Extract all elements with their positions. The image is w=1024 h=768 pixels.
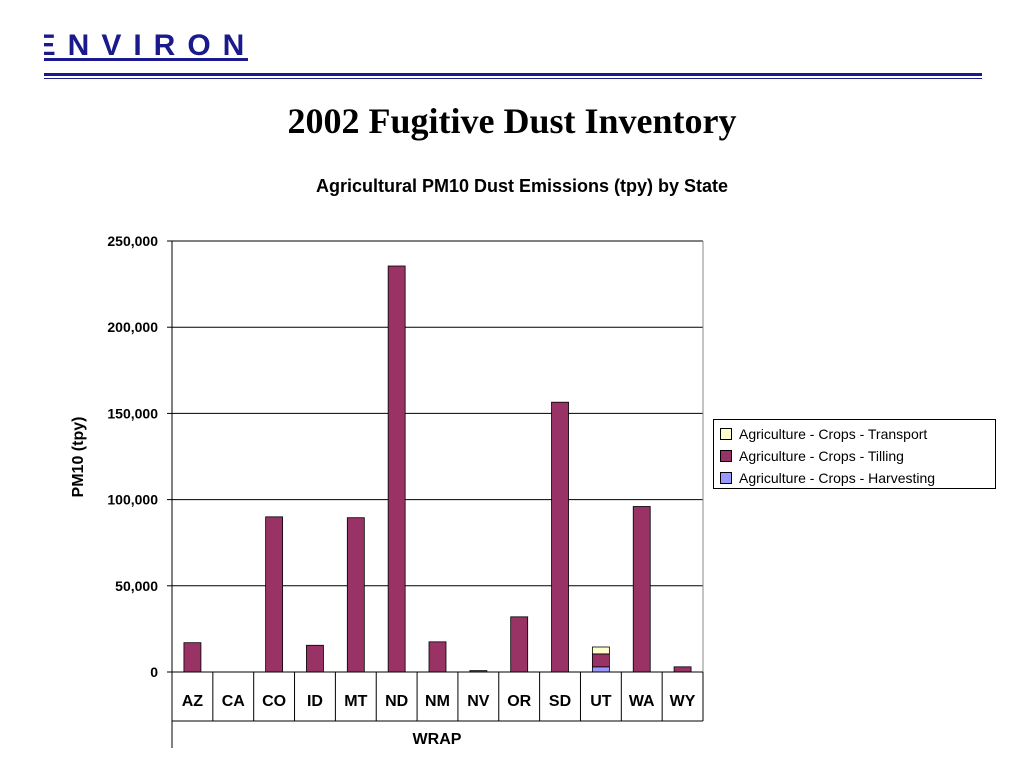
y-tick-label: 200,000 (107, 319, 158, 335)
header-rule-thin (44, 78, 982, 79)
x-category-label: MT (344, 693, 367, 710)
chart-title: Agricultural PM10 Dust Emissions (tpy) b… (315, 176, 729, 196)
x-axis-label: WRAP (413, 731, 462, 748)
bar-az-tilling (183, 642, 202, 673)
legend-swatch (720, 472, 732, 484)
gridlines (172, 240, 703, 587)
bar-nm-tilling (428, 641, 447, 673)
x-category-label: CO (262, 693, 286, 710)
bar-mt-tilling (346, 517, 365, 673)
x-category-label: WY (670, 693, 696, 710)
x-category-label: ND (385, 693, 408, 710)
bar-co-tilling (265, 516, 284, 673)
y-axis-label: PM10 (tpy) (70, 417, 87, 498)
bars (183, 265, 692, 673)
legend-item: Agriculture - Crops - Tilling (720, 445, 989, 467)
bar-nd-tilling (387, 265, 406, 673)
bar-id-tilling (306, 644, 324, 673)
x-category-label: NM (425, 693, 450, 710)
legend-swatch (720, 428, 732, 440)
x-category-label: NV (467, 693, 490, 710)
y-tick-label: 50,000 (115, 578, 158, 594)
x-category-label: SD (549, 693, 571, 710)
x-category-label: UT (590, 693, 612, 710)
y-tick-label: 250,000 (107, 233, 158, 249)
x-category-label: WA (629, 693, 655, 710)
x-category-label: ID (307, 693, 323, 710)
legend-label: Agriculture - Crops - Harvesting (739, 470, 936, 486)
x-category-label: AZ (182, 693, 204, 710)
bar-ut-harvesting (591, 666, 610, 673)
page-title: 2002 Fugitive Dust Inventory (287, 101, 737, 141)
logo-text: ENVIRON (44, 29, 248, 62)
environ-logo: ENVIRON (44, 29, 248, 62)
legend-label: Agriculture - Crops - Tilling (739, 448, 904, 464)
logo-underline (44, 58, 248, 61)
bar-or-tilling (510, 616, 529, 673)
bar-ut-tilling (591, 653, 610, 668)
bar-sd-tilling (551, 401, 569, 673)
y-tick-label: 150,000 (107, 405, 158, 421)
legend-item: Agriculture - Crops - Harvesting (720, 467, 989, 489)
legend-label: Agriculture - Crops - Transport (739, 426, 928, 442)
y-tick-label: 0 (150, 664, 158, 680)
bar-wy-tilling (673, 666, 692, 673)
x-category-label: OR (507, 693, 531, 710)
chart-legend: Agriculture - Crops - Transport Agricultu… (713, 419, 996, 489)
legend-swatch (720, 450, 732, 462)
y-tick-label: 100,000 (107, 492, 158, 508)
header-rule (44, 73, 982, 76)
bar-wa-tilling (632, 506, 651, 673)
legend-item: Agriculture - Crops - Transport (720, 423, 989, 445)
bar-ut-transport (591, 646, 610, 655)
axes: 0 50,000 100,000 150,000 200,000 250,000 AZ CA C… (107, 233, 704, 748)
x-category-label: CA (222, 693, 246, 710)
